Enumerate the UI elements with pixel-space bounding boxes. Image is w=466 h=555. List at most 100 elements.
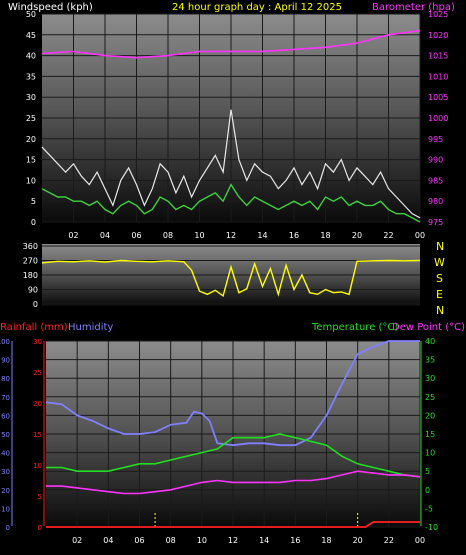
baro-tick-label-1000: 1000	[428, 114, 448, 123]
temp-tick-label--5: -5	[425, 504, 433, 513]
wind-x-tick-08: 08	[163, 231, 173, 240]
wind-x-tick-02: 02	[68, 231, 78, 240]
windspeed-title: Windspeed (kph)	[8, 2, 93, 13]
temp-x-tick-12: 12	[228, 536, 238, 545]
temp-x-tick-06: 06	[134, 536, 144, 545]
baro-tick-label-985: 985	[428, 176, 443, 185]
temp-x-tick-22: 22	[384, 536, 394, 545]
direction-letter-s: S	[436, 272, 443, 285]
temp-x-tick-10: 10	[197, 536, 207, 545]
wind-x-tick-06: 06	[131, 231, 141, 240]
humidity-tick-label-0: 0	[6, 524, 10, 532]
wind-x-tick-18: 18	[320, 231, 330, 240]
direction-tick-label-90: 90	[28, 286, 38, 295]
humidity-tick-label-90: 90	[1, 357, 10, 365]
temp-x-tick-00: 00	[415, 536, 425, 545]
wind-x-tick-22: 22	[383, 231, 393, 240]
wind-tick-label-5: 5	[31, 197, 36, 206]
baro-tick-label-1020: 1020	[428, 31, 448, 40]
temp-tick-label-30: 30	[425, 374, 435, 383]
baro-tick-label-975: 975	[428, 218, 443, 227]
humidity-label: Humidity	[68, 322, 113, 333]
temp-x-tick-20: 20	[353, 536, 363, 545]
wind-x-tick-20: 20	[352, 231, 362, 240]
baro-tick-label-1025: 1025	[428, 10, 448, 19]
rain-tick-label-0: 0	[38, 524, 42, 532]
wind-x-tick-10: 10	[194, 231, 204, 240]
wind-x-tick-12: 12	[226, 231, 236, 240]
rain-tick-label-5: 5	[38, 493, 42, 501]
rain-tick-label-25: 25	[33, 369, 42, 377]
baro-tick-label-980: 980	[428, 197, 443, 206]
humidity-tick-label-30: 30	[1, 468, 10, 476]
temperature-label: Temperature (°C)	[311, 322, 398, 333]
temp-tick-label-10: 10	[425, 449, 435, 458]
rain-tick-label-20: 20	[33, 400, 42, 408]
temp-tick-label-5: 5	[425, 467, 430, 476]
wind-tick-label-25: 25	[26, 114, 36, 123]
direction-letter-e: E	[436, 288, 443, 301]
temp-x-tick-04: 04	[103, 536, 113, 545]
temp-x-tick-08: 08	[166, 536, 176, 545]
baro-tick-label-1010: 1010	[428, 72, 448, 81]
temp-tick-label-15: 15	[425, 430, 435, 439]
temp-tick-label-0: 0	[425, 486, 430, 495]
wind-x-tick-00: 00	[415, 231, 425, 240]
humidity-tick-label-80: 80	[1, 375, 10, 383]
humidity-tick-label-50: 50	[1, 431, 10, 439]
wind-x-tick-14: 14	[257, 231, 267, 240]
direction-letter-n-top: N	[436, 240, 444, 253]
wind-tick-label-40: 40	[26, 52, 36, 61]
wind-tick-label-20: 20	[26, 135, 36, 144]
dew-point-label: Dew Point (°C)	[392, 322, 465, 333]
rainfall-line	[46, 521, 420, 528]
baro-tick-label-1005: 1005	[428, 93, 448, 102]
humidity-tick-label-60: 60	[1, 412, 10, 420]
temp-tick-label-20: 20	[425, 411, 435, 420]
direction-letter-n-bottom: N	[436, 304, 444, 317]
dew-point-line	[46, 470, 421, 495]
chart-title: 24 hour graph day : April 12 2025	[172, 2, 342, 13]
humidity-tick-label-10: 10	[1, 505, 10, 513]
direction-panel: 0 90 180 270 360 N W S E N	[23, 240, 445, 317]
wind-x-tick-04: 04	[100, 231, 110, 240]
direction-tick-label-0: 0	[33, 300, 38, 309]
barometer-line	[41, 29, 421, 59]
direction-tick-label-360: 360	[23, 242, 38, 251]
temp-x-tick-16: 16	[290, 536, 300, 545]
direction-tick-label-180: 180	[23, 271, 38, 280]
wind-tick-label-50: 50	[26, 10, 36, 19]
direction-letter-w: W	[434, 256, 445, 269]
wind-x-tick-16: 16	[289, 231, 299, 240]
wind-tick-label-0: 0	[31, 218, 36, 227]
barometer-title: Barometer (hpa)	[372, 2, 455, 13]
humidity-tick-label-100: 100	[0, 338, 10, 346]
temp-tick-label-35: 35	[425, 356, 435, 365]
baro-tick-label-1015: 1015	[428, 52, 448, 61]
windspeed-line	[41, 109, 421, 219]
temp-x-tick-02: 02	[72, 536, 82, 545]
humidity-tick-label-70: 70	[1, 394, 10, 402]
wind-tick-label-30: 30	[26, 93, 36, 102]
temp-x-tick-14: 14	[259, 536, 269, 545]
wind-tick-label-15: 15	[26, 156, 36, 165]
rain-tick-label-15: 15	[33, 431, 42, 439]
temp-tick-label-40: 40	[425, 337, 435, 346]
wind-average-line	[41, 183, 421, 223]
direction-tick-label-270: 270	[23, 257, 38, 266]
temp-x-tick-18: 18	[321, 536, 331, 545]
rainfall-label: Rainfall (mm)	[0, 322, 68, 333]
wind-direction-line	[41, 259, 421, 298]
humidity-tick-label-20: 20	[1, 487, 10, 495]
humidity-tick-label-40: 40	[1, 450, 10, 458]
rain-tick-label-30: 30	[33, 338, 42, 346]
temp-tick-label-25: 25	[425, 393, 435, 402]
wind-tick-label-35: 35	[26, 72, 36, 81]
wind-tick-label-10: 10	[26, 176, 36, 185]
baro-tick-label-995: 995	[428, 135, 443, 144]
temp-tick-label--10: -10	[425, 523, 438, 532]
baro-tick-label-990: 990	[428, 156, 443, 165]
